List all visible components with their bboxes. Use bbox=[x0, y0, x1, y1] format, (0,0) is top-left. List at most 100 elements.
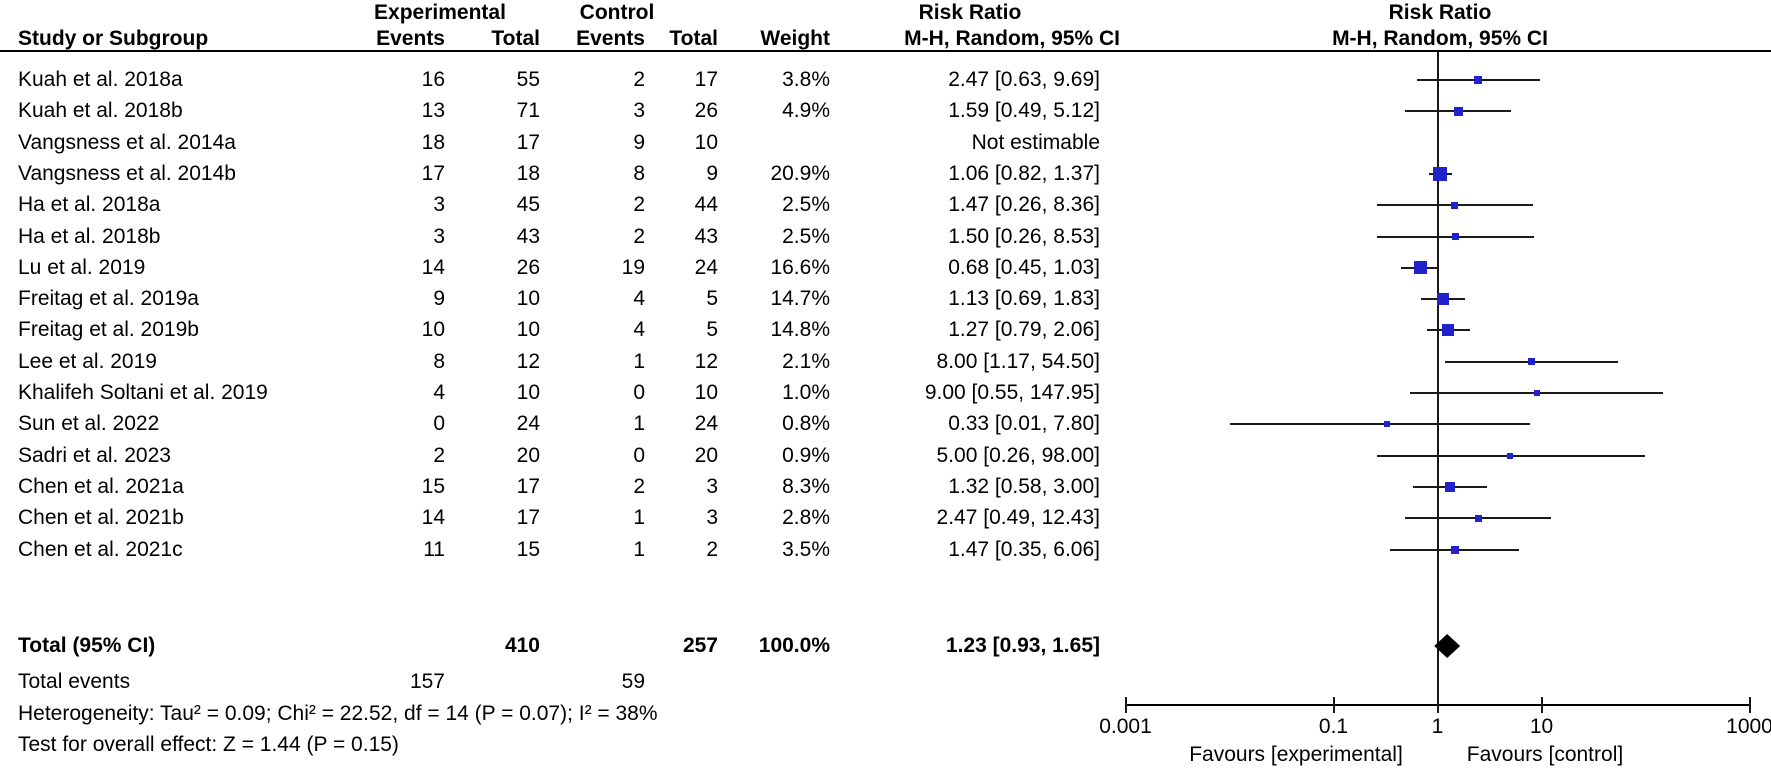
risk-ratio-ci-text: 1.13 [0.69, 1.83] bbox=[948, 287, 1100, 311]
effect-marker bbox=[1445, 481, 1456, 492]
x-axis-tick-label: 0.001 bbox=[1099, 715, 1152, 738]
effect-marker bbox=[1413, 261, 1427, 275]
events-control: 3 bbox=[633, 99, 645, 123]
study-name: Sun et al. 2022 bbox=[18, 412, 160, 436]
no-effect-line bbox=[1436, 52, 1439, 706]
risk-ratio-ci-text: 9.00 [0.55, 147.95] bbox=[924, 381, 1100, 404]
total-experimental: 17 bbox=[516, 474, 540, 498]
events-experimental: 15 bbox=[421, 474, 445, 498]
total-experimental: 15 bbox=[516, 537, 540, 561]
events-experimental: 14 bbox=[421, 506, 445, 530]
total-control: 17 bbox=[694, 68, 718, 91]
events-experimental: 2 bbox=[433, 443, 445, 467]
study-name: Ha et al. 2018b bbox=[18, 224, 161, 248]
effect-marker bbox=[1450, 545, 1459, 554]
total-row-label: Total (95% CI) bbox=[18, 634, 156, 657]
effect-marker bbox=[1527, 358, 1535, 366]
events-control: 1 bbox=[633, 349, 645, 373]
risk-ratio-ci-text: 0.68 [0.45, 1.03] bbox=[948, 255, 1100, 279]
events-control: 8 bbox=[633, 161, 645, 185]
events-experimental: 9 bbox=[433, 287, 445, 311]
events-experimental: 0 bbox=[433, 412, 445, 436]
total-events-control: 59 bbox=[621, 670, 645, 693]
total-events-label: Total events bbox=[18, 670, 131, 693]
total-experimental: 45 bbox=[516, 193, 540, 217]
weight-value: 1.0% bbox=[782, 381, 830, 404]
total-experimental: 10 bbox=[516, 318, 540, 342]
total-experimental: 10 bbox=[516, 287, 540, 311]
effect-marker bbox=[1384, 421, 1391, 428]
study-name: Vangsness et al. 2014a bbox=[18, 130, 236, 154]
study-name: Lee et al. 2019 bbox=[18, 349, 157, 373]
weight-value: 4.9% bbox=[782, 99, 830, 123]
header-control-group: Control bbox=[579, 1, 655, 24]
total-experimental-sum: 410 bbox=[504, 634, 540, 657]
study-name: Vangsness et al. 2014b bbox=[18, 161, 236, 185]
weight-value: 8.3% bbox=[782, 474, 830, 498]
risk-ratio-ci-text: 5.00 [0.26, 98.00] bbox=[936, 443, 1100, 467]
weight-value: 20.9% bbox=[770, 161, 830, 185]
effect-marker bbox=[1474, 76, 1483, 84]
header-events-experimental: Events bbox=[376, 27, 445, 50]
weight-value: 14.7% bbox=[770, 287, 830, 311]
events-experimental: 8 bbox=[433, 349, 445, 373]
total-experimental: 20 bbox=[516, 443, 540, 467]
risk-ratio-ci-text: 2.47 [0.63, 9.69] bbox=[948, 68, 1100, 91]
study-name: Sadri et al. 2023 bbox=[18, 443, 171, 467]
events-experimental: 14 bbox=[421, 255, 445, 279]
total-experimental: 17 bbox=[516, 506, 540, 530]
total-control: 3 bbox=[706, 474, 718, 498]
events-control: 2 bbox=[633, 193, 645, 217]
weight-value: 16.6% bbox=[770, 255, 830, 279]
weight-value: 3.5% bbox=[782, 537, 830, 561]
total-control: 43 bbox=[694, 224, 718, 248]
risk-ratio-ci-text: 1.27 [0.79, 2.06] bbox=[948, 318, 1100, 342]
weight-value: 3.8% bbox=[782, 68, 830, 91]
events-experimental: 18 bbox=[421, 130, 445, 154]
events-control: 0 bbox=[633, 381, 645, 404]
total-experimental: 71 bbox=[516, 99, 540, 123]
x-axis-tick bbox=[1540, 697, 1543, 713]
study-name: Ha et al. 2018a bbox=[18, 193, 161, 217]
effect-marker bbox=[1442, 324, 1455, 337]
events-control: 0 bbox=[633, 443, 645, 467]
x-axis-tick-label: 0.1 bbox=[1318, 715, 1349, 738]
total-experimental: 12 bbox=[516, 349, 540, 373]
risk-ratio-ci-text: 0.33 [0.01, 7.80] bbox=[948, 412, 1100, 436]
effect-marker bbox=[1451, 201, 1459, 209]
events-control: 1 bbox=[633, 537, 645, 561]
events-experimental: 13 bbox=[421, 99, 445, 123]
total-control: 44 bbox=[694, 193, 718, 217]
weight-value: 2.8% bbox=[782, 506, 830, 530]
header-mh-random-ci-left: M-H, Random, 95% CI bbox=[904, 27, 1120, 50]
total-control: 3 bbox=[706, 506, 718, 530]
events-control: 19 bbox=[621, 255, 645, 279]
events-experimental: 3 bbox=[433, 224, 445, 248]
events-control: 2 bbox=[633, 224, 645, 248]
events-control: 2 bbox=[633, 474, 645, 498]
header-divider-line bbox=[0, 50, 1771, 52]
events-control: 1 bbox=[633, 412, 645, 436]
events-control: 4 bbox=[633, 287, 645, 311]
x-axis-tick bbox=[1332, 697, 1335, 713]
weight-value: 2.5% bbox=[782, 193, 830, 217]
x-axis-tick-label: 10 bbox=[1529, 715, 1554, 738]
total-ci-text: 1.23 [0.93, 1.65] bbox=[945, 634, 1100, 657]
total-control: 26 bbox=[694, 99, 718, 123]
total-experimental: 26 bbox=[516, 255, 540, 279]
total-control: 5 bbox=[706, 318, 718, 342]
total-control: 20 bbox=[694, 443, 718, 467]
events-experimental: 4 bbox=[433, 381, 445, 404]
header-weight: Weight bbox=[760, 27, 830, 50]
study-name: Chen et al. 2021b bbox=[18, 506, 184, 530]
total-control: 5 bbox=[706, 287, 718, 311]
effect-marker bbox=[1452, 233, 1460, 240]
study-name: Lu et al. 2019 bbox=[18, 255, 146, 279]
header-total-experimental: Total bbox=[491, 27, 540, 50]
total-control-sum: 257 bbox=[682, 634, 718, 657]
total-experimental: 18 bbox=[516, 161, 540, 185]
total-control: 24 bbox=[694, 412, 718, 436]
total-weight: 100.0% bbox=[758, 634, 830, 657]
ci-line bbox=[1229, 423, 1531, 426]
